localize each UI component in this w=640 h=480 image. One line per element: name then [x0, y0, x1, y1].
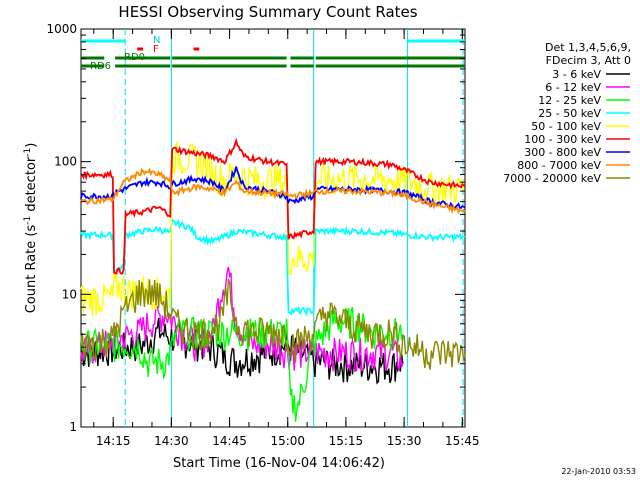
series-4-line: [80, 218, 466, 317]
series-6-line: [80, 137, 466, 275]
series-7-line: [80, 166, 466, 210]
y-tick-label: 1000: [46, 22, 77, 36]
series-1-line: [80, 318, 404, 385]
series-8-line: [80, 167, 466, 215]
legend-label: 3 - 6 keV: [552, 68, 601, 81]
y-axis: 1 10 100 1000: [46, 22, 465, 434]
legend-header-line-1: Det 1,3,4,5,6,9,: [545, 41, 631, 54]
y-tick-label: 100: [54, 155, 77, 169]
legend-label: 800 - 7000 keV: [517, 159, 601, 172]
y-axis-label: Count Rate (s-1 detector-1): [23, 143, 39, 314]
series-layer: [80, 137, 466, 422]
x-tick-label: 15:30: [387, 434, 422, 448]
legend-label: 6 - 12 keV: [545, 81, 601, 94]
y-tick-label: 1: [69, 420, 77, 434]
x-tick-label: 15:45: [445, 434, 480, 448]
chart-title: HESSI Observing Summary Count Rates: [118, 3, 417, 21]
legend-header-line-2: FDecim 3, Att 0: [546, 54, 631, 67]
legend-label: 100 - 300 keV: [524, 133, 601, 146]
plot-frame: [80, 28, 466, 428]
x-tick-label: 14:45: [212, 434, 247, 448]
legend-label: 50 - 100 keV: [531, 120, 601, 133]
x-tick-label: 15:00: [270, 434, 305, 448]
legend: Det 1,3,4,5,6,9, FDecim 3, Att 0 3 - 6 k…: [503, 41, 631, 185]
bar-label-n: N: [153, 35, 160, 46]
timestamp: 22-Jan-2010 03:53: [561, 467, 636, 476]
bar-label-f: F: [153, 44, 159, 55]
bar-label-rd0: RD0: [124, 52, 145, 63]
legend-label: 7000 - 20000 keV: [503, 172, 601, 185]
x-tick-label: 14:30: [154, 434, 189, 448]
x-axis-label: Start Time (16-Nov-04 14:06:42): [173, 456, 385, 471]
legend-label: 300 - 800 keV: [524, 146, 601, 159]
series-9-line: [80, 278, 466, 370]
legend-label: 12 - 25 keV: [538, 94, 601, 107]
y-tick-label: 10: [62, 287, 77, 301]
state-bars: [81, 39, 465, 68]
bar-label-rd6: RD6: [90, 61, 111, 72]
x-tick-label: 15:15: [329, 434, 364, 448]
plot-area: [80, 28, 466, 428]
x-axis: 14:15 14:30 14:45 15:00 15:15 15:30 15:45: [93, 29, 480, 448]
x-tick-label: 14:15: [96, 434, 131, 448]
legend-label: 25 - 50 keV: [538, 107, 601, 120]
